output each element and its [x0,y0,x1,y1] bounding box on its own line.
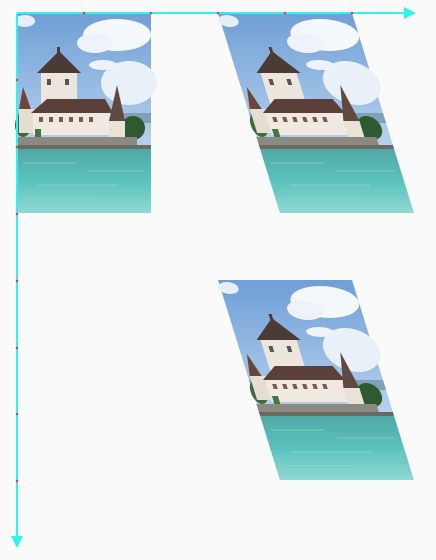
image-skewed [215,12,421,214]
y-arrow [11,536,23,548]
tick-dots [15,11,354,483]
image-original [14,12,158,214]
axes [16,12,408,540]
image-skewed-translated [215,279,421,481]
x-arrow [404,7,416,19]
